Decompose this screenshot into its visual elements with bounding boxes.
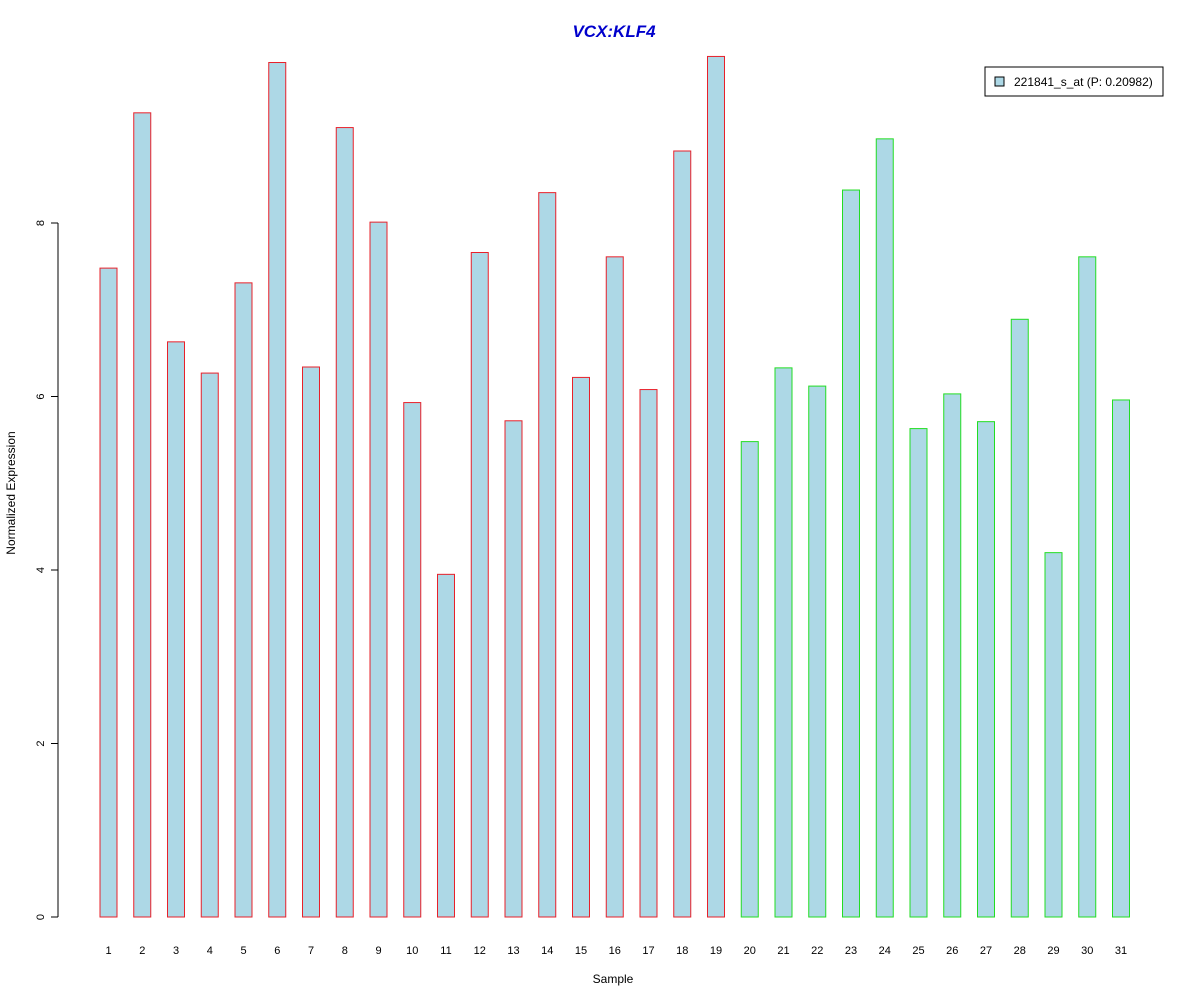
- x-tick-label: 26: [946, 945, 958, 957]
- bar-sample-22: [808, 385, 827, 918]
- bar-sample-17: [639, 389, 658, 918]
- bar-sample-19: [707, 55, 725, 918]
- bar-sample-21: [774, 367, 793, 918]
- legend-label: 221841_s_at (P: 0.20982): [1014, 75, 1153, 89]
- x-tick-label: 28: [1014, 945, 1026, 957]
- x-tick-label: 13: [507, 945, 519, 957]
- x-tick-label: 27: [980, 945, 992, 957]
- x-tick-label: 29: [1047, 945, 1059, 957]
- x-tick-label: 12: [474, 945, 486, 957]
- y-axis: 0 2 4 6 8: [35, 220, 59, 920]
- bar-sample-3: [167, 341, 185, 918]
- x-axis: 1 2 3 4 5 6 7 8 9 10 11 12 13 14 15 16 17 18 19 20 21 22 23 24 2…: [105, 945, 1127, 957]
- x-tick-label: 25: [912, 945, 924, 957]
- x-tick-label: 23: [845, 945, 857, 957]
- x-tick-label: 18: [676, 945, 688, 957]
- bar-sample-24: [875, 138, 894, 918]
- x-tick-label: 15: [575, 945, 587, 957]
- x-tick-label: 16: [609, 945, 621, 957]
- bar-sample-31: [1112, 399, 1130, 918]
- x-tick-label: 1: [105, 945, 111, 957]
- x-tick-label: 31: [1115, 945, 1127, 957]
- y-axis-label: Normalized Expression: [4, 431, 18, 554]
- bar-sample-23: [842, 189, 860, 918]
- legend-swatch: [994, 76, 1005, 87]
- bar-sample-6: [268, 62, 287, 918]
- bar-sample-10: [403, 402, 422, 918]
- y-tick-label: 6: [35, 393, 47, 399]
- x-tick-label: 8: [342, 945, 348, 957]
- x-tick-label: 21: [777, 945, 789, 957]
- bar-sample-16: [605, 256, 624, 918]
- bar-sample-8: [335, 127, 354, 918]
- bar-sample-1: [99, 267, 118, 918]
- x-tick-label: 19: [710, 945, 722, 957]
- x-tick-label: 5: [240, 945, 246, 957]
- x-tick-label: 10: [406, 945, 418, 957]
- y-tick-label: 4: [35, 567, 47, 573]
- bar-sample-28: [1010, 318, 1029, 918]
- x-tick-label: 4: [207, 945, 213, 957]
- x-axis-label: Sample: [593, 972, 634, 986]
- bar-sample-20: [740, 441, 759, 918]
- x-tick-label: 6: [274, 945, 280, 957]
- bar-sample-26: [943, 393, 962, 918]
- bar-sample-14: [538, 192, 557, 918]
- x-tick-label: 20: [744, 945, 756, 957]
- legend: 221841_s_at (P: 0.20982): [984, 66, 1164, 97]
- bar-sample-2: [133, 112, 152, 918]
- x-tick-label: 17: [642, 945, 654, 957]
- x-tick-label: 2: [139, 945, 145, 957]
- x-tick-label: 14: [541, 945, 553, 957]
- bar-sample-27: [977, 421, 995, 918]
- bar-sample-7: [302, 366, 320, 918]
- bar-sample-25: [909, 428, 928, 918]
- bar-sample-12: [470, 251, 489, 918]
- bar-sample-4: [200, 372, 219, 918]
- legend-box: [984, 66, 1164, 97]
- bar-sample-29: [1044, 552, 1063, 918]
- y-tick-label: 0: [35, 914, 47, 920]
- bar-sample-11: [437, 573, 455, 918]
- x-tick-label: 3: [173, 945, 179, 957]
- x-tick-label: 24: [879, 945, 891, 957]
- bar-sample-15: [572, 376, 590, 918]
- x-tick-label: 22: [811, 945, 823, 957]
- bar-sample-30: [1078, 256, 1097, 918]
- x-tick-label: 11: [440, 945, 451, 957]
- bar-sample-13: [504, 420, 523, 918]
- x-tick-label: 7: [308, 945, 314, 957]
- bar-sample-18: [673, 150, 692, 918]
- y-tick-label: 8: [35, 220, 47, 226]
- y-tick-label: 2: [35, 740, 47, 746]
- bar-sample-5: [234, 282, 253, 918]
- x-tick-label: 9: [375, 945, 381, 957]
- chart-title: VCX:KLF4: [572, 22, 656, 41]
- x-tick-label: 30: [1081, 945, 1093, 957]
- bar-sample-9: [369, 221, 388, 918]
- bars: [99, 55, 1130, 918]
